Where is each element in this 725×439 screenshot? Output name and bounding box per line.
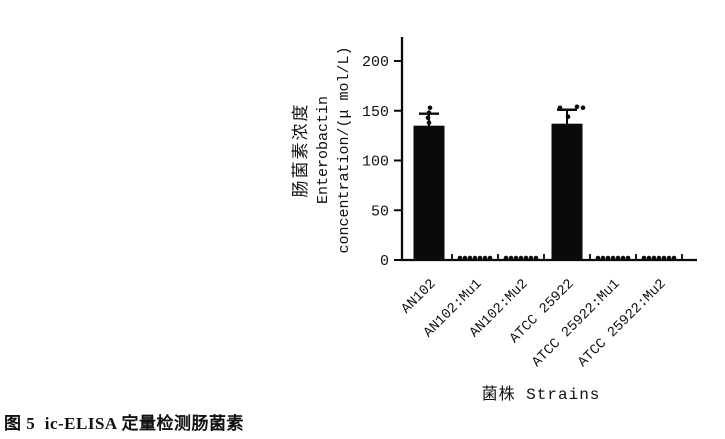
y-axis-title-line: concentration/(μ mol/L)	[336, 46, 353, 253]
y-tick-label: 200	[362, 54, 389, 71]
x-tick-label: AN102	[399, 276, 440, 317]
scatter-dot	[426, 110, 432, 116]
x-tick-label: ATCC 25922:Mu2	[575, 276, 669, 370]
bar-ATCC 25922	[551, 123, 583, 260]
y-tick-label: 50	[371, 203, 389, 220]
axes-line	[400, 37, 697, 262]
y-tick-label: 150	[362, 104, 389, 121]
y-tick-label: 0	[380, 253, 389, 270]
bar-chart: 050100150200AN102AN102:Mu1AN102:Mu2ATCC …	[291, 37, 697, 404]
figure-caption: 图 5 ic-ELISA 定量检测肠菌素	[4, 414, 245, 433]
scatter-dot	[426, 120, 432, 125]
y-axis-title-line: 肠菌素浓度	[291, 103, 311, 198]
x-axis-title: 菌株 Strains	[482, 385, 601, 404]
scatter-dot	[557, 105, 563, 111]
y-tick-label: 100	[362, 154, 389, 171]
scatter-dot	[425, 115, 431, 121]
scatter-dot	[565, 114, 571, 120]
scatter-dot	[580, 105, 586, 111]
bar-AN102	[413, 125, 445, 260]
y-axis-title-line: Enterobactin	[315, 96, 332, 204]
scatter-dot	[574, 104, 580, 110]
x-tick-label: ATCC 25922:Mu1	[529, 276, 623, 370]
scatter-dot	[427, 105, 433, 111]
